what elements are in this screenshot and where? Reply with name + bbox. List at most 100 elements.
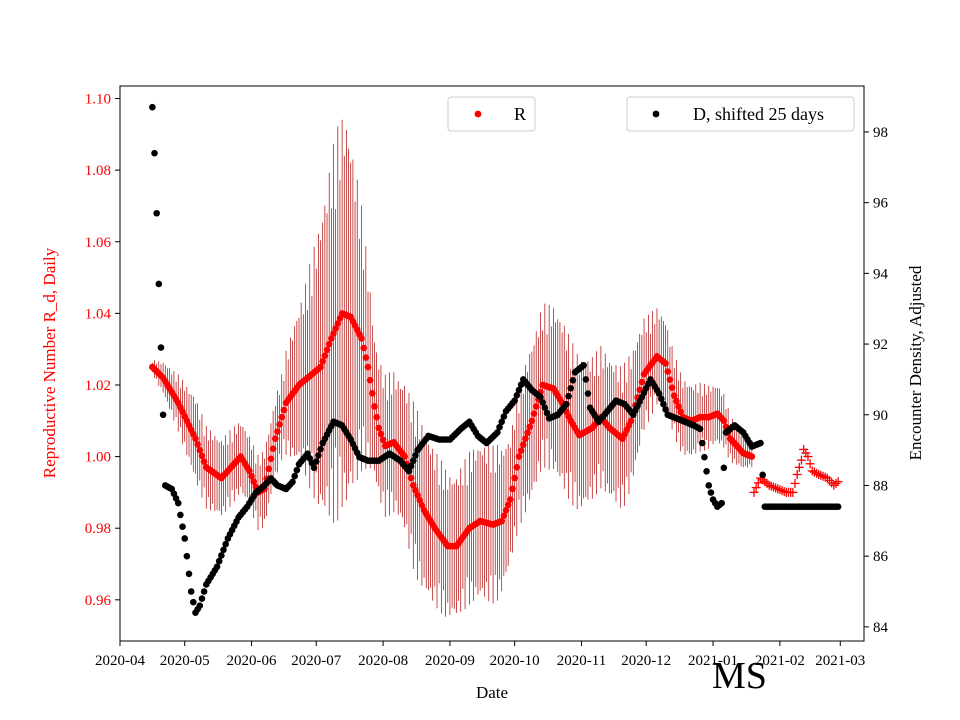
r-projected-point [796,455,806,465]
d-point [696,425,704,433]
d-point [222,540,229,548]
legend-r-frame [447,96,536,132]
d-point [151,149,158,157]
right-tick-label: 94 [873,266,889,282]
r-projected-point [803,452,813,462]
r-point [522,435,529,442]
r-point [627,417,635,425]
d-point [174,499,182,507]
r-projected-point [790,478,800,488]
r-projected-point [775,485,785,495]
x-tick-label: 2020-07 [291,653,341,669]
r-point [196,446,204,454]
r-point [515,453,523,460]
r-projected-point [818,471,828,481]
d-point [312,458,320,465]
d-point [409,457,417,465]
d-point [759,471,766,479]
d-point [291,472,298,480]
x-tick-label: 2020-05 [160,653,210,669]
d-point [149,103,156,111]
d-point [757,439,764,447]
d-point [315,452,322,459]
r-point [502,507,510,514]
d-point [187,588,195,595]
r-point [418,501,426,509]
r-point [528,417,536,425]
r-point [369,390,376,397]
r-point [668,384,676,391]
r-point [323,346,331,354]
plot-frame [119,85,865,642]
r-point [328,335,335,342]
d-point [698,439,706,447]
r-projected-point [777,486,787,496]
r-point [364,363,372,371]
x-tick-label: 2020-06 [227,653,277,669]
r-point [250,478,258,485]
r-projected-point [779,487,789,497]
legend-r-marker [474,110,482,118]
d-point [498,418,506,426]
d-point [220,546,227,554]
r-point [362,354,370,361]
r-point [274,428,281,435]
d-point [655,390,663,397]
r-point [321,352,329,359]
d-point [159,411,167,419]
r-point [720,417,728,425]
data-markers [149,103,843,617]
d-point [720,464,728,472]
r-projected-point [768,482,778,492]
d-point [183,552,191,560]
d-point [584,390,592,397]
right-axis-label: Encounter Density, Adjusted [906,265,925,460]
d-point [580,361,587,369]
r-point [507,496,514,503]
d-point [662,406,669,413]
r-point [519,441,527,448]
d-point [155,280,163,288]
d-point [515,386,523,394]
r-point [412,486,419,494]
r-point [511,474,518,482]
r-point [334,320,342,327]
d-point [543,409,551,417]
d-point [496,423,503,431]
r-projected-point [794,462,804,472]
r-projected-point [812,468,822,478]
d-point [701,453,708,461]
d-point [293,466,301,474]
r-point [414,491,421,499]
d-point [310,464,318,472]
x-tick-label: 2020-08 [358,653,408,669]
right-tick-label: 96 [873,196,889,212]
d-point [494,429,501,436]
r-point [509,485,516,493]
r-point [748,453,756,460]
r-point [416,496,424,504]
right-tick-label: 90 [873,408,888,424]
r-projected-point [749,487,759,497]
d-point [317,445,324,453]
x-tick-label: 2020-11 [557,653,606,669]
legend-d-frame [626,96,855,132]
r-projected-point [766,481,776,491]
r-point [504,501,512,509]
r-point [198,452,206,460]
r-point [379,436,387,444]
x-tick-label: 2021-03 [815,653,865,669]
d-point [565,392,572,400]
left-tick-label: 1.02 [85,378,111,394]
r-point [278,413,286,421]
x-tick-label: 2020-12 [621,653,671,669]
r-point [500,512,508,519]
r-point [269,445,277,453]
d-point [198,595,206,602]
r-point [530,410,538,417]
r-point [358,335,365,342]
d-point [190,598,197,606]
r-point [513,464,521,471]
right-y-axis: 84 86 88 90 92 94 96 98 [864,125,889,636]
d-point [569,376,577,384]
